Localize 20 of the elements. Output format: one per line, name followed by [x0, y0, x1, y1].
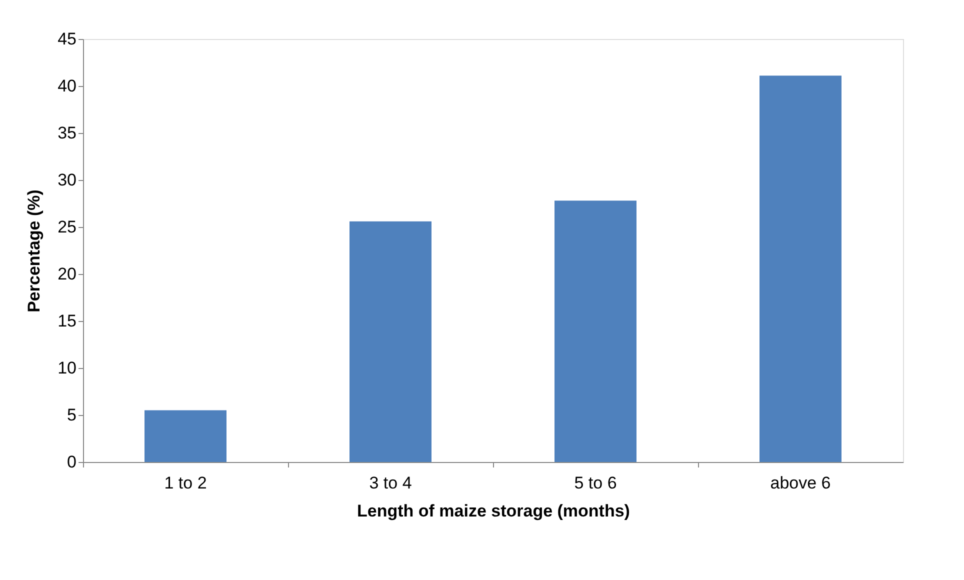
- bar: [760, 76, 842, 462]
- y-tick-label: 15: [58, 312, 76, 330]
- y-tick-label: 25: [58, 218, 76, 236]
- y-tick-label: 35: [58, 124, 76, 142]
- x-tick-label: 3 to 4: [369, 474, 412, 492]
- y-axis-title: Percentage (%): [24, 190, 44, 312]
- bar: [350, 221, 432, 462]
- x-tick-label: above 6: [770, 474, 831, 492]
- y-tick-label: 30: [58, 170, 76, 190]
- bar: [554, 200, 636, 462]
- bar: [144, 410, 226, 462]
- x-tick-label: 5 to 6: [574, 474, 617, 492]
- y-tick-label: 20: [58, 264, 76, 284]
- y-tick-label: 5: [67, 406, 76, 424]
- x-tick-label: 1 to 2: [164, 474, 207, 492]
- y-tick-label: 0: [67, 452, 76, 472]
- y-tick-label: 40: [58, 76, 76, 96]
- y-tick-label: 45: [58, 30, 76, 48]
- x-axis-title: Length of maize storage (months): [357, 502, 630, 520]
- y-tick-label: 10: [58, 358, 76, 378]
